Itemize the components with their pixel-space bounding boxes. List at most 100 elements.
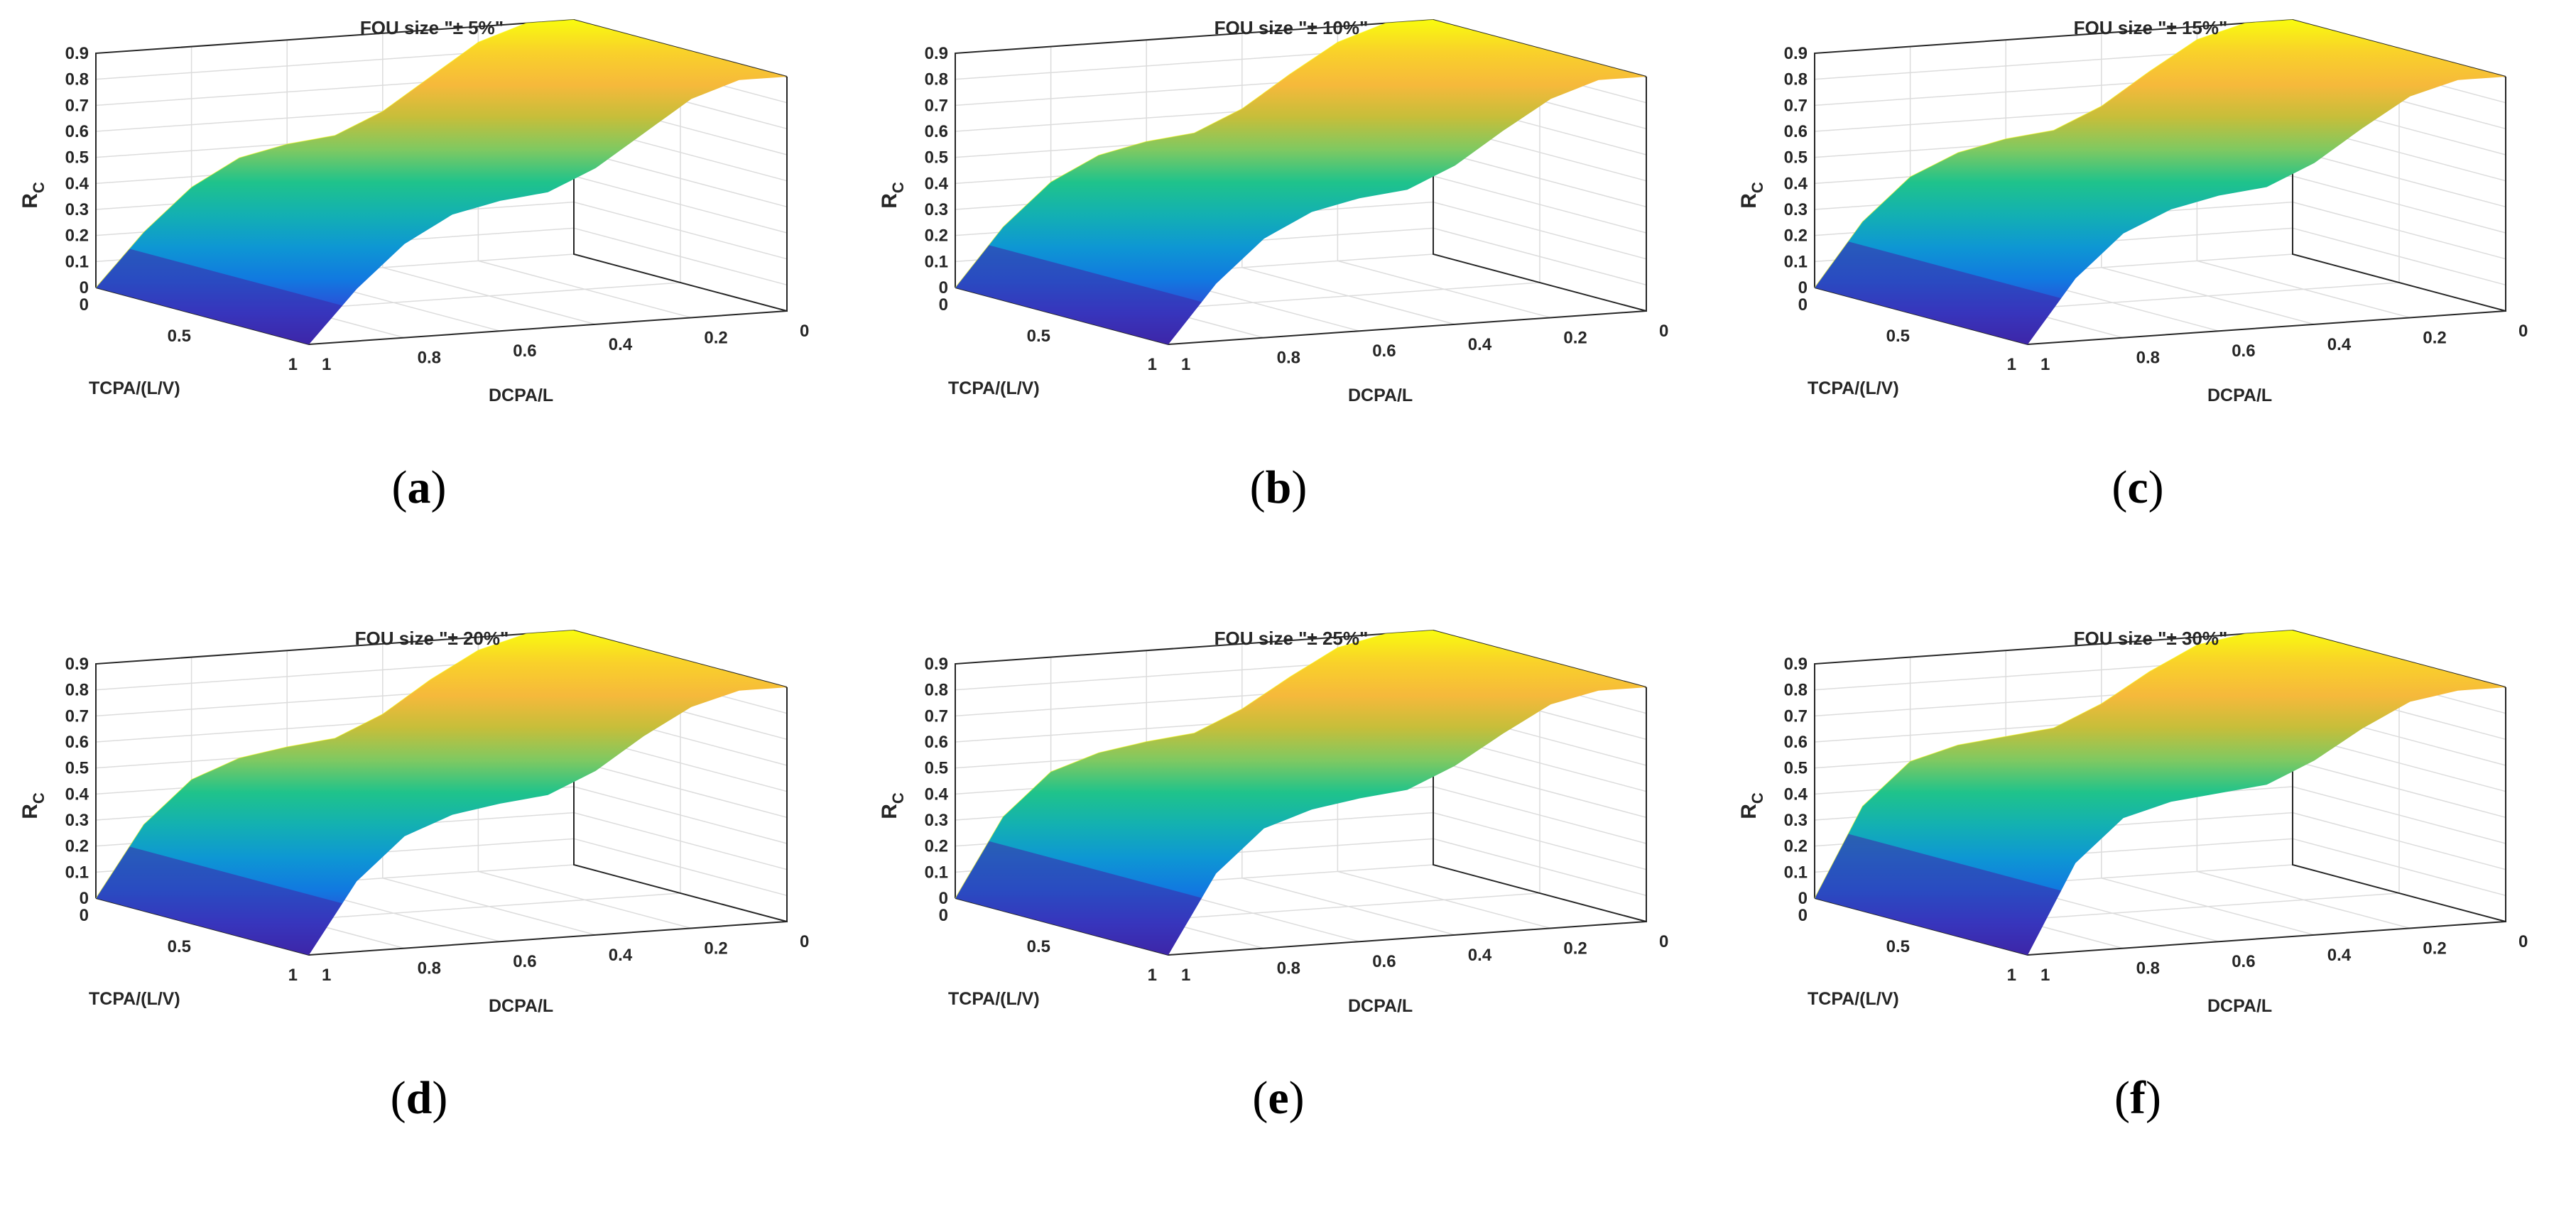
z-tick-label: 0.8 bbox=[925, 681, 948, 700]
z-tick-label: 0 bbox=[1798, 278, 1808, 297]
z-tick-label: 0.1 bbox=[1784, 863, 1808, 882]
plot-title: FOU size "± 5%" bbox=[360, 17, 504, 38]
z-axis-label: RC bbox=[1737, 182, 1766, 209]
z-tick-label: 0.3 bbox=[1784, 811, 1808, 830]
panel-caption: (f) bbox=[2114, 1072, 2161, 1124]
y-tick-label: 0.6 bbox=[1372, 952, 1396, 971]
z-tick-label: 0.3 bbox=[1784, 200, 1808, 219]
z-tick-label: 0.2 bbox=[925, 837, 948, 856]
y-tick-label: 0.8 bbox=[418, 959, 441, 978]
z-axis-label: RC bbox=[18, 792, 48, 819]
z-axis-label: RC bbox=[878, 182, 907, 209]
z-tick-label: 0.1 bbox=[925, 252, 948, 271]
z-tick-label: 0.8 bbox=[65, 70, 89, 89]
chart-panel-d: 0 0.1 0.2 0.3 0.4 0.5 0.6 0.7 0.8 0.9 0 0.5 1 1 0.8 0.6… bbox=[18, 628, 809, 1124]
y-tick-label: 0.2 bbox=[704, 939, 727, 958]
y-tick-label: 1 bbox=[1181, 966, 1190, 985]
y-tick-label: 0.8 bbox=[1277, 959, 1300, 978]
y-tick-label: 0.4 bbox=[1468, 335, 1492, 354]
surface-edge-line bbox=[95, 19, 575, 288]
chart-panel-f: 0 0.1 0.2 0.3 0.4 0.5 0.6 0.7 0.8 0.9 0 0.5 1 1 0.8 0.6… bbox=[1737, 628, 2528, 1124]
plot-title: FOU size "± 20%" bbox=[355, 628, 509, 649]
z-tick-label: 0.7 bbox=[65, 706, 89, 726]
z-tick-label: 0.4 bbox=[925, 785, 949, 804]
y-tick-label: 1 bbox=[322, 966, 331, 985]
y-tick-label: 1 bbox=[1181, 355, 1190, 374]
surface-edge-line bbox=[955, 19, 1434, 288]
y-tick-label: 0.4 bbox=[1468, 946, 1492, 965]
y-axis-label: DCPA/L bbox=[489, 386, 553, 405]
y-tick-label: 0.2 bbox=[704, 328, 727, 347]
z-tick-label: 0.2 bbox=[65, 226, 89, 246]
z-tick-label: 0.1 bbox=[925, 863, 948, 882]
x-tick-label: 1 bbox=[288, 355, 298, 374]
z-tick-label: 0 bbox=[939, 889, 948, 908]
x-axis-label: TCPA/(L/V) bbox=[89, 989, 180, 1009]
z-tick-label: 0 bbox=[1798, 889, 1808, 908]
y-tick-label: 0.2 bbox=[2423, 939, 2446, 958]
surface bbox=[96, 20, 787, 344]
z-tick-label: 0.9 bbox=[1784, 655, 1808, 674]
y-axis-label: DCPA/L bbox=[2207, 996, 2272, 1016]
surface bbox=[96, 630, 787, 955]
y-tick-label: 0.6 bbox=[513, 952, 536, 971]
z-tick-label: 0.6 bbox=[1784, 733, 1808, 752]
y-tick-label: 0.8 bbox=[1277, 349, 1300, 368]
x-tick-label: 0.5 bbox=[168, 327, 191, 346]
panel-caption: (b) bbox=[1250, 461, 1308, 513]
z-tick-label: 0.5 bbox=[925, 148, 948, 168]
surface bbox=[1815, 20, 2506, 344]
surface-edge-shade bbox=[1815, 241, 2062, 344]
z-tick-label: 0.4 bbox=[65, 785, 89, 804]
z-tick-label: 0.9 bbox=[65, 44, 89, 63]
y-tick-label: 0.6 bbox=[513, 342, 536, 361]
z-tick-label: 0.2 bbox=[1784, 226, 1808, 246]
surface-edge-line bbox=[1814, 19, 2293, 288]
y-tick-label: 1 bbox=[2040, 355, 2050, 374]
x-tick-label: 1 bbox=[2007, 355, 2016, 374]
y-tick-label: 0.2 bbox=[1563, 939, 1587, 958]
y-tick-label: 0.8 bbox=[418, 349, 441, 368]
y-tick-label: 0 bbox=[1659, 322, 1668, 341]
surface-edge-shade bbox=[955, 245, 1202, 344]
x-tick-label: 0 bbox=[80, 295, 89, 315]
y-tick-label: 0.6 bbox=[1372, 342, 1396, 361]
z-tick-label: 0.7 bbox=[925, 96, 948, 115]
x-tick-label: 0 bbox=[939, 295, 948, 315]
y-tick-label: 0 bbox=[2518, 932, 2528, 951]
z-tick-label: 0.7 bbox=[1784, 96, 1808, 115]
x-tick-label: 0.5 bbox=[168, 937, 191, 956]
y-axis-label: DCPA/L bbox=[1348, 996, 1413, 1016]
chart-panel-a: 0 0.1 0.2 0.3 0.4 0.5 0.6 0.7 0.8 0.9 0 0.5 1 1 0.8 0.6… bbox=[18, 17, 809, 513]
z-tick-label: 0.9 bbox=[925, 44, 948, 63]
y-tick-label: 0.6 bbox=[2232, 952, 2255, 971]
x-tick-label: 0.5 bbox=[1886, 937, 1910, 956]
z-tick-label: 0.1 bbox=[65, 863, 89, 882]
x-tick-label: 1 bbox=[1148, 966, 1157, 985]
y-tick-label: 0.2 bbox=[1563, 328, 1587, 347]
x-tick-label: 0 bbox=[1798, 906, 1808, 925]
z-tick-label: 0.2 bbox=[65, 837, 89, 856]
chart-panel-c: 0 0.1 0.2 0.3 0.4 0.5 0.6 0.7 0.8 0.9 0 0.5 1 1 0.8 0.6… bbox=[1737, 17, 2528, 513]
z-tick-label: 0.8 bbox=[65, 681, 89, 700]
z-tick-label: 0.1 bbox=[1784, 252, 1808, 271]
surface-edge-shade bbox=[955, 841, 1202, 955]
z-axis-label: RC bbox=[878, 792, 907, 819]
x-tick-label: 0.5 bbox=[1027, 937, 1050, 956]
z-tick-label: 0.3 bbox=[925, 200, 948, 219]
y-tick-label: 0.6 bbox=[2232, 342, 2255, 361]
y-axis-label: DCPA/L bbox=[2207, 386, 2272, 405]
surface-edge-line bbox=[95, 630, 575, 899]
surface-edge-shade bbox=[96, 846, 343, 955]
z-tick-label: 0.6 bbox=[65, 122, 89, 141]
x-tick-label: 0 bbox=[939, 906, 948, 925]
surface-edge-line bbox=[1814, 630, 2293, 899]
z-tick-label: 0.5 bbox=[1784, 148, 1808, 168]
y-tick-label: 0 bbox=[800, 932, 809, 951]
z-tick-label: 0.7 bbox=[925, 706, 948, 726]
x-tick-label: 0 bbox=[80, 906, 89, 925]
plot-title: FOU size "± 30%" bbox=[2074, 628, 2228, 649]
x-axis-label: TCPA/(L/V) bbox=[1808, 989, 1899, 1009]
chart-panel-b: 0 0.1 0.2 0.3 0.4 0.5 0.6 0.7 0.8 0.9 0 0.5 1 1 0.8 0.6… bbox=[878, 17, 1668, 513]
